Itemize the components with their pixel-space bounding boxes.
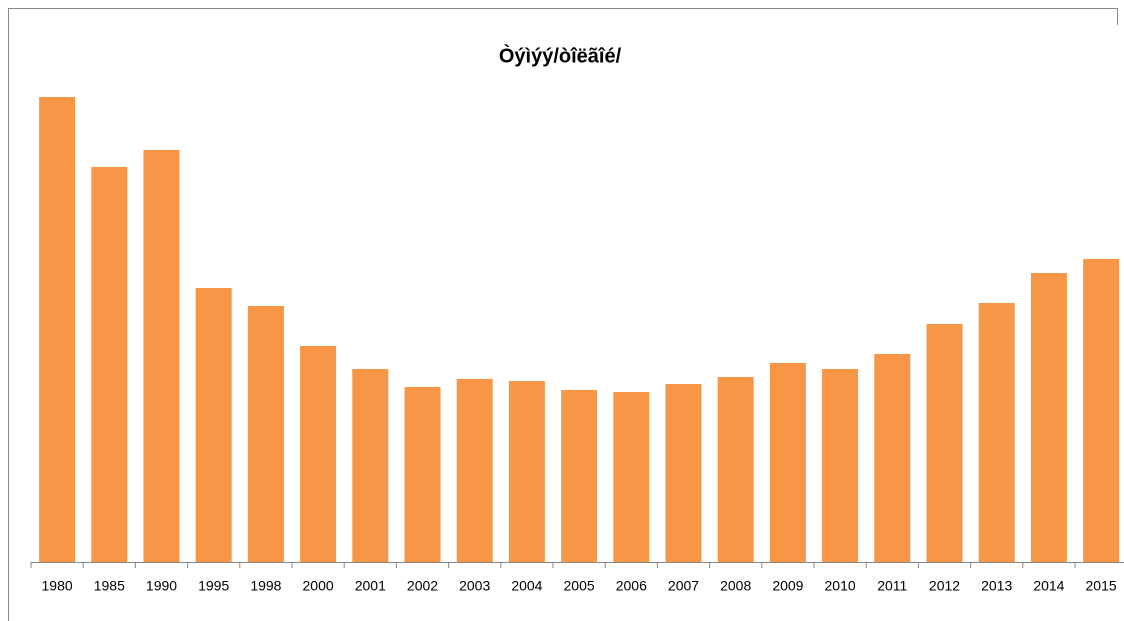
bar	[352, 369, 389, 562]
x-tick-label: 2015	[1086, 578, 1117, 594]
x-tick-label: 2007	[668, 578, 699, 594]
bar	[143, 150, 180, 562]
bar	[456, 379, 493, 562]
bar	[769, 363, 806, 562]
bar	[508, 381, 545, 562]
x-tick-label: 2012	[929, 578, 960, 594]
x-tick-label: 1985	[94, 578, 125, 594]
bar	[39, 97, 76, 562]
bar	[300, 346, 337, 562]
bar	[613, 392, 650, 562]
bar	[247, 306, 284, 562]
x-tick-label: 2006	[616, 578, 647, 594]
chart-title: Òýìýý/òîëãîé/	[499, 43, 622, 67]
x-tick-label: 2014	[1033, 578, 1064, 594]
x-tick-label: 1990	[146, 578, 177, 594]
bar	[665, 384, 702, 562]
bar	[874, 354, 911, 562]
bar	[1083, 259, 1120, 562]
x-tick-label: 2001	[355, 578, 386, 594]
x-tick-label: 2002	[407, 578, 438, 594]
x-tick-label: 2011	[877, 578, 907, 594]
bar	[91, 167, 128, 562]
x-tick-label: 2010	[825, 578, 856, 594]
bar	[404, 387, 441, 562]
x-tick-label: 2013	[981, 578, 1012, 594]
x-tick-label: 2009	[772, 578, 803, 594]
bar	[561, 390, 598, 562]
x-tick-label: 2008	[720, 578, 751, 594]
x-tick-label: 2000	[303, 578, 334, 594]
bar	[195, 288, 232, 562]
x-tick-label: 1995	[198, 578, 229, 594]
bar	[1030, 273, 1067, 562]
x-tick-label: 1998	[250, 578, 281, 594]
bar	[926, 324, 963, 562]
bar	[822, 369, 859, 562]
bar	[717, 377, 754, 562]
x-tick-label: 1980	[42, 578, 73, 594]
x-tick-label: 2004	[511, 578, 542, 594]
x-tick-label: 2003	[459, 578, 490, 594]
bar	[978, 303, 1015, 562]
x-tick-label: 2005	[564, 578, 595, 594]
